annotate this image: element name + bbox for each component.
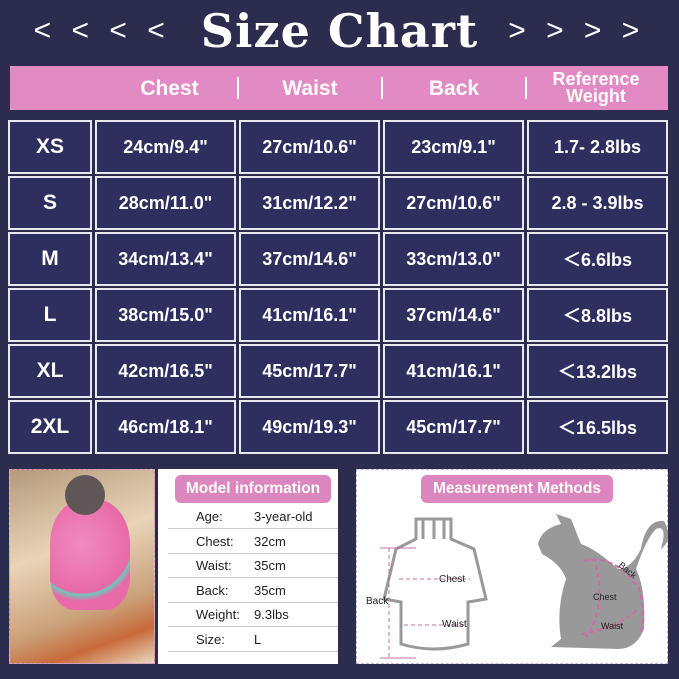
divider (381, 77, 383, 99)
shirt-back-label: Back (366, 596, 389, 607)
col-back: Back (428, 76, 480, 100)
table-row: L 38cm/15.0" 41cm/16.1" 37cm/14.6" ＜8.8lbs (8, 288, 670, 344)
cell-back: 45cm/17.7" (383, 400, 524, 454)
model-info-row: Size: L (168, 628, 338, 652)
shirt-icon (382, 517, 488, 651)
model-info-row: Waist: 35cm (168, 554, 338, 578)
cell-size: M (8, 232, 92, 286)
model-info-value: 35cm (254, 558, 286, 573)
cell-weight: 2.8 - 3.9lbs (527, 176, 668, 230)
cell-back: 41cm/16.1" (383, 344, 524, 398)
cat-silhouette-icon (538, 514, 668, 649)
col-waist: Waist (282, 76, 338, 100)
model-info-label: Weight: (196, 607, 240, 622)
cell-chest: 46cm/18.1" (95, 400, 236, 454)
divider (525, 77, 527, 99)
model-info-title: Model information (175, 475, 331, 503)
cat-chest-label: Chest (593, 592, 617, 602)
model-info-label: Back: (196, 582, 229, 598)
cell-chest: 28cm/11.0" (95, 176, 236, 230)
col-chest: Chest (140, 76, 199, 100)
cell-waist: 31cm/12.2" (239, 176, 380, 230)
cell-weight: 1.7- 2.8lbs (527, 120, 668, 174)
cell-weight: ＜16.5lbs (527, 400, 668, 454)
cell-weight: ＜13.2lbs (527, 344, 668, 398)
col-weight: Reference Weight (552, 69, 640, 106)
model-info-value: L (254, 631, 262, 647)
measurement-title: Measurement Methods (421, 475, 613, 503)
size-table: XS 24cm/9.4" 27cm/10.6" 23cm/9.1" 1.7- 2.8lb… (8, 120, 670, 456)
title-bar: < < < < Size Chart > > > > (0, 0, 679, 62)
left-arrows: < < < < (33, 14, 171, 47)
table-row: XL 42cm/16.5" 45cm/17.7" 41cm/16.1" ＜13.2lbs (8, 344, 670, 400)
cell-weight: ＜8.8lbs (527, 288, 668, 342)
cell-size: XS (8, 120, 92, 174)
cell-waist: 41cm/16.1" (239, 288, 380, 342)
cell-size: 2XL (8, 400, 92, 454)
model-info-label: Age: (196, 509, 223, 524)
model-info-value: 3-year-old (254, 509, 313, 524)
model-info-label: Size: (196, 631, 225, 647)
model-info-row: Age: 3-year-old (168, 505, 338, 529)
table-row: 2XL 46cm/18.1" 49cm/19.3" 45cm/17.7" ＜16.5lb… (8, 400, 670, 456)
divider (237, 77, 239, 99)
cell-back: 27cm/10.6" (383, 176, 524, 230)
shirt-waist-label: Waist (442, 619, 467, 630)
model-info-value: 35cm (254, 582, 286, 598)
cell-weight: ＜6.6lbs (527, 232, 668, 286)
table-header: Chest Waist Back Reference Weight (10, 66, 668, 110)
cell-chest: 38cm/15.0" (95, 288, 236, 342)
cell-back: 23cm/9.1" (383, 120, 524, 174)
model-cat-photo (9, 469, 155, 664)
model-info-row: Back: 35cm (168, 579, 338, 603)
cell-chest: 42cm/16.5" (95, 344, 236, 398)
cell-size: L (8, 288, 92, 342)
page-title: Size Chart (200, 4, 479, 58)
table-row: M 34cm/13.4" 37cm/14.6" 33cm/13.0" ＜6.6lbs (8, 232, 670, 288)
model-info-value: 9.3lbs (254, 607, 289, 622)
cat-head (65, 475, 105, 515)
model-info-label: Waist: (196, 558, 232, 573)
cat-waist-label: Waist (601, 621, 624, 631)
cell-waist: 49cm/19.3" (239, 400, 380, 454)
cell-back: 37cm/14.6" (383, 288, 524, 342)
cell-waist: 37cm/14.6" (239, 232, 380, 286)
measurement-diagram: Back Chest Waist Back Chest Waist (366, 514, 668, 659)
cell-back: 33cm/13.0" (383, 232, 524, 286)
cat-sweater (50, 500, 130, 610)
model-info-row: Chest: 32cm (168, 530, 338, 554)
model-info-row: Weight: 9.3lbs (168, 603, 338, 627)
table-row: S 28cm/11.0" 31cm/12.2" 27cm/10.6" 2.8 - 3.9… (8, 176, 670, 232)
cell-chest: 34cm/13.4" (95, 232, 236, 286)
cell-size: XL (8, 344, 92, 398)
right-arrows: > > > > (508, 14, 646, 47)
cell-waist: 27cm/10.6" (239, 120, 380, 174)
cell-size: S (8, 176, 92, 230)
table-row: XS 24cm/9.4" 27cm/10.6" 23cm/9.1" 1.7- 2.8lb… (8, 120, 670, 176)
cell-chest: 24cm/9.4" (95, 120, 236, 174)
cell-waist: 45cm/17.7" (239, 344, 380, 398)
shirt-chest-label: Chest (439, 574, 465, 585)
model-info-label: Chest: (196, 533, 234, 549)
model-info-value: 32cm (254, 533, 286, 549)
